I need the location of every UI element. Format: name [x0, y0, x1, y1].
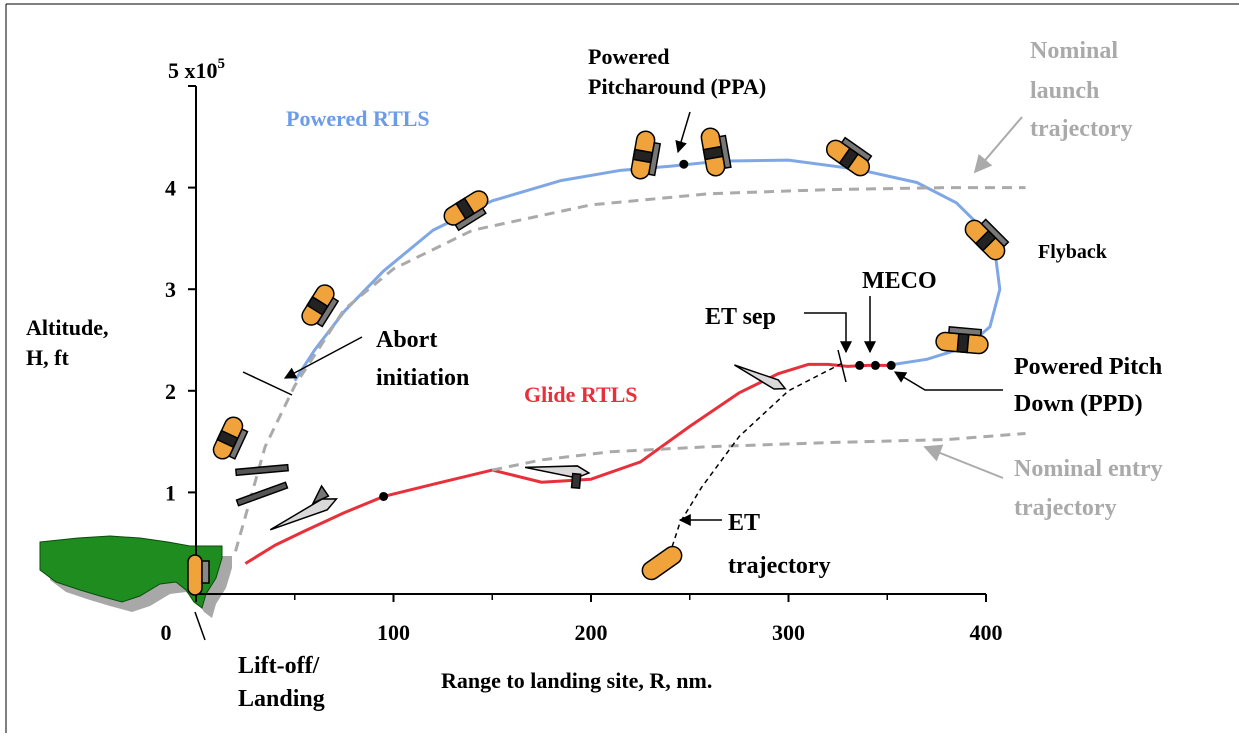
nominal-launch-line3: trajectory: [1030, 116, 1133, 142]
y-axis-label-line2: H, ft: [26, 345, 69, 370]
shuttle-icon: [443, 190, 489, 232]
abort-tick: [242, 371, 293, 396]
usa-map-icon: [39, 535, 232, 618]
x-tick-label: 300: [772, 620, 805, 645]
etsep-tick: [837, 349, 847, 383]
et-tank-icon: [641, 545, 683, 581]
ppa-label-line1: Powered: [588, 44, 669, 69]
nominal-entry-line2: trajectory: [1014, 495, 1117, 521]
shuttle-icon: [187, 554, 210, 596]
y-tick-label: 3: [165, 277, 176, 302]
x-tick-label: 200: [575, 620, 608, 645]
abort-arrow: [283, 336, 363, 379]
ppd-label-line2: Down (PPD): [1014, 391, 1143, 417]
event-marker: [886, 360, 896, 370]
etsep-label: ET sep: [705, 304, 776, 330]
shuttle-icon: [212, 416, 249, 460]
x-tick-label: 400: [970, 620, 1003, 645]
y-tick-label: 1: [165, 480, 176, 505]
event-marker: [870, 360, 880, 370]
abort-label-line1: Abort: [376, 327, 437, 353]
shuttle-icon: [825, 136, 873, 177]
liftoff-label-line2: Landing: [238, 686, 325, 712]
axes: 0 100 200 300 400 1 2 3 4: [161, 85, 1003, 645]
series-line-powered-rtls: [293, 158, 1002, 382]
liftoff-leader: [194, 611, 206, 641]
event-marker: [679, 159, 689, 169]
abort-label-line2: initiation: [376, 365, 469, 391]
nominal-entry-line1: Nominal entry: [1014, 456, 1163, 482]
x-axis-label: Range to landing site, R, nm.: [441, 668, 712, 693]
shuttle-icon: [301, 284, 340, 328]
ppd-arrow: [893, 371, 1003, 391]
nominal-entry-arrow: [923, 444, 1004, 479]
y-axis-label-line1: Altitude,: [26, 315, 109, 340]
shuttle-icons: [187, 127, 1010, 596]
x-tick-label: 100: [377, 620, 410, 645]
shuttle-icon: [700, 127, 732, 177]
glide-rtls-label: Glide RTLS: [524, 382, 638, 407]
srb-icon: [235, 481, 289, 507]
nominal-launch-arrow: [973, 116, 1023, 174]
shuttle-icon: [630, 130, 662, 180]
nominal-launch-line2: launch: [1030, 78, 1099, 104]
y-ticks: 1 2 3 4: [165, 85, 196, 505]
ppa-label-line2: Pitcharound (PPA): [588, 74, 766, 99]
x-ticks: 0 100 200 300 400: [161, 594, 1003, 645]
et-traj-label-line1: ET: [728, 510, 760, 536]
nominal-launch-line1: Nominal: [1030, 38, 1118, 64]
marker-layer: [379, 159, 896, 501]
y-exponent-label: 5 x105: [168, 56, 225, 83]
annotation-arrows: [194, 111, 1023, 641]
et-traj-label-line2: trajectory: [728, 553, 831, 579]
orbiter-icon: [734, 364, 787, 390]
shuttle-icon: [935, 326, 989, 355]
series-line-et-trajectory: [669, 362, 843, 554]
annotations: Powered RTLS Glide RTLS Powered Pitcharo…: [238, 38, 1163, 712]
etsep-arrow: [804, 312, 852, 354]
series-line-glide-rtls: [244, 362, 888, 565]
orbiter-icon: [269, 484, 339, 531]
shuttle-icon: [964, 218, 1010, 261]
series-line-nominal-launch-trajectory: [234, 186, 1026, 552]
series-layer: [234, 158, 1026, 565]
srb-icon: [235, 463, 289, 477]
ppa-arrow: [675, 111, 691, 154]
liftoff-label-line1: Lift-off/: [238, 653, 320, 679]
meco-label: MECO: [862, 268, 937, 294]
event-marker: [379, 491, 389, 501]
y-tick-label: 4: [165, 176, 176, 201]
ppd-label-line1: Powered Pitch: [1014, 354, 1162, 380]
orbiter-icon: [524, 465, 591, 490]
x-tick-label: 0: [161, 620, 172, 645]
series-line-nominal-entry-trajectory: [491, 431, 1026, 472]
event-marker: [855, 360, 865, 370]
orbiter-icons: [235, 364, 787, 531]
y-tick-label: 2: [165, 379, 176, 404]
powered-rtls-label: Powered RTLS: [286, 106, 430, 131]
flyback-label: Flyback: [1038, 241, 1108, 263]
